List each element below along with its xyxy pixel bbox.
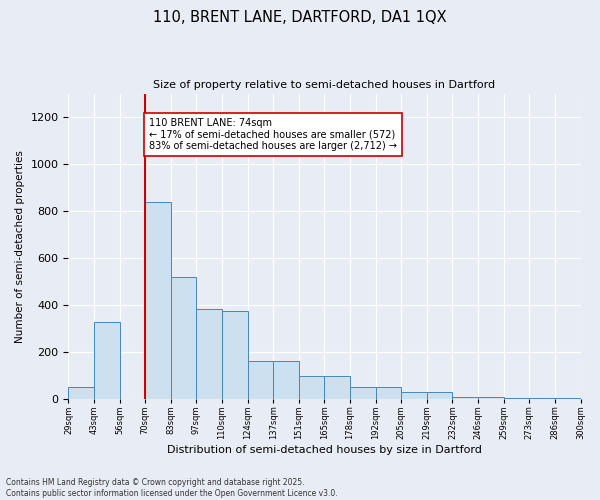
Bar xyxy=(68,387,94,398)
Bar xyxy=(478,396,503,398)
Text: 110 BRENT LANE: 74sqm
← 17% of semi-detached houses are smaller (572)
83% of sem: 110 BRENT LANE: 74sqm ← 17% of semi-deta… xyxy=(149,118,397,152)
Bar xyxy=(350,387,376,398)
Bar xyxy=(427,392,452,398)
Bar xyxy=(94,322,119,398)
Y-axis label: Number of semi-detached properties: Number of semi-detached properties xyxy=(15,150,25,342)
Bar xyxy=(248,361,273,399)
Bar xyxy=(452,396,478,398)
Bar xyxy=(299,376,325,398)
Text: 110, BRENT LANE, DARTFORD, DA1 1QX: 110, BRENT LANE, DARTFORD, DA1 1QX xyxy=(153,10,447,25)
Bar xyxy=(325,376,350,398)
Bar xyxy=(273,361,299,399)
Title: Size of property relative to semi-detached houses in Dartford: Size of property relative to semi-detach… xyxy=(154,80,496,90)
Bar xyxy=(401,392,427,398)
Bar xyxy=(196,310,222,398)
Bar xyxy=(376,387,401,398)
Bar xyxy=(145,202,171,398)
Text: Contains HM Land Registry data © Crown copyright and database right 2025.
Contai: Contains HM Land Registry data © Crown c… xyxy=(6,478,338,498)
Bar xyxy=(222,310,248,398)
X-axis label: Distribution of semi-detached houses by size in Dartford: Distribution of semi-detached houses by … xyxy=(167,445,482,455)
Bar xyxy=(171,276,196,398)
